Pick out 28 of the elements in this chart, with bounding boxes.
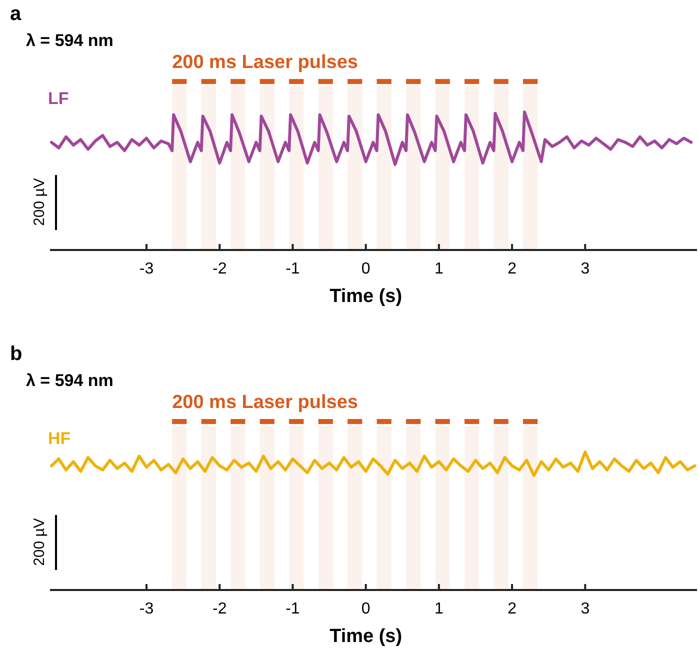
x-tick-label: -1 <box>286 600 300 618</box>
text: 200 ms Laser pulses <box>172 52 358 73</box>
x-tick-label: 3 <box>580 260 590 278</box>
y-axis-title: 200 µV <box>31 178 48 226</box>
x-tick-label: 1 <box>434 600 444 618</box>
text: 200 ms Laser pulses <box>172 392 358 413</box>
x-tick-label: 0 <box>361 600 370 618</box>
x-tick-label: 0 <box>361 260 370 278</box>
x-tick-label: -1 <box>286 260 300 278</box>
x-axis-title: Time (s) <box>330 626 402 647</box>
scale-bar: 200 µV <box>31 175 57 230</box>
scale-bar: 200 µV <box>31 515 57 570</box>
series-label: HF <box>48 429 71 448</box>
chart-title: λ = 594 nm <box>26 371 114 390</box>
x-tick-label: -3 <box>139 260 154 278</box>
text: a <box>10 3 22 25</box>
y-axis-title: 200 µV <box>31 518 48 566</box>
x-tick-label: 2 <box>508 260 517 278</box>
x-tick-label: -2 <box>212 600 227 618</box>
series-label: LF <box>48 89 69 108</box>
x-tick-label: -3 <box>139 600 154 618</box>
chart-title: λ = 594 nm <box>26 31 114 50</box>
x-tick-label: 3 <box>580 600 590 618</box>
x-tick-label: 1 <box>434 260 444 278</box>
x-axis-title: Time (s) <box>330 286 402 307</box>
x-tick-label: 2 <box>508 600 517 618</box>
x-tick-label: -2 <box>212 260 227 278</box>
text: b <box>10 343 22 365</box>
